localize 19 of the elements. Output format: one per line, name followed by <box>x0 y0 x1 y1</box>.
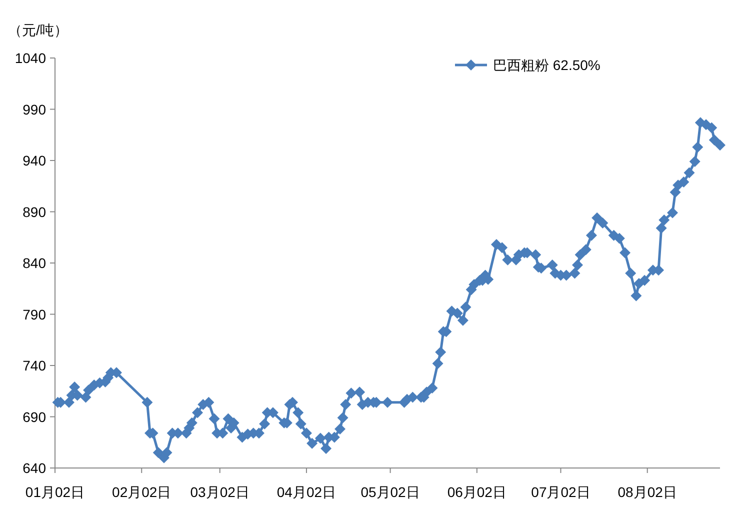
x-tick-label: 04月02日 <box>276 484 336 500</box>
y-tick-label: 740 <box>22 358 46 374</box>
y-tick-label: 990 <box>22 101 46 118</box>
x-tick-label: 06月02日 <box>447 484 506 500</box>
x-tick-label: 07月02日 <box>531 484 590 500</box>
x-tick-label: 05月02日 <box>360 484 420 500</box>
legend-label: 巴西粗粉 62.50% <box>493 57 600 73</box>
y-axis-title: （元/吨） <box>8 22 68 38</box>
y-tick-label: 840 <box>22 255 46 271</box>
y-tick-label: 690 <box>22 408 46 425</box>
x-tick-label: 08月02日 <box>618 484 677 500</box>
y-tick-label: 640 <box>22 460 46 476</box>
y-tick-label: 890 <box>22 204 46 220</box>
x-tick-label: 01月02日 <box>25 484 85 500</box>
x-tick-label: 03月02日 <box>190 484 250 500</box>
y-tick-label: 940 <box>22 152 46 168</box>
x-tick-label: 02月02日 <box>112 484 172 500</box>
y-tick-label: 790 <box>22 306 46 322</box>
y-tick-label: 1040 <box>14 50 46 66</box>
